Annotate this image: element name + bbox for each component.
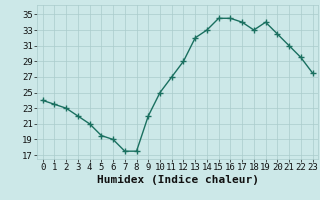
X-axis label: Humidex (Indice chaleur): Humidex (Indice chaleur) — [97, 175, 259, 185]
